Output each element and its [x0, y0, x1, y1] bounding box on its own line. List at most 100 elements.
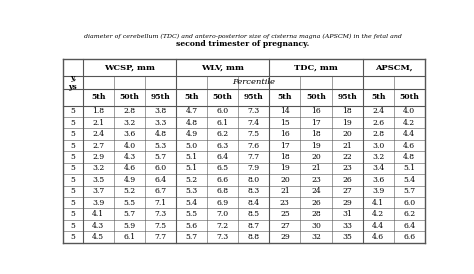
Text: 5: 5 — [71, 222, 75, 230]
Text: 22: 22 — [342, 153, 352, 161]
Text: 4.6: 4.6 — [403, 142, 415, 150]
Text: 5: 5 — [71, 199, 75, 207]
Text: 30: 30 — [311, 222, 321, 230]
Text: 95th: 95th — [244, 93, 264, 101]
Text: 19: 19 — [342, 119, 352, 127]
Text: 8.4: 8.4 — [248, 199, 260, 207]
Text: 5.4: 5.4 — [403, 176, 415, 184]
Text: 50th: 50th — [306, 93, 326, 101]
Text: 7.5: 7.5 — [155, 222, 166, 230]
Text: 4.9: 4.9 — [123, 176, 136, 184]
Text: 19: 19 — [311, 142, 321, 150]
Text: 26: 26 — [342, 176, 352, 184]
Text: 21: 21 — [311, 164, 321, 172]
Text: 8.3: 8.3 — [248, 187, 260, 195]
Text: 95th: 95th — [151, 93, 171, 101]
Text: second trimester of pregnancy.: second trimester of pregnancy. — [176, 40, 310, 48]
Text: 6.7: 6.7 — [155, 187, 166, 195]
Text: 4.1: 4.1 — [92, 210, 104, 218]
Text: 31: 31 — [342, 210, 352, 218]
Text: 3.6: 3.6 — [123, 130, 136, 138]
Text: 2.8: 2.8 — [123, 107, 136, 115]
Text: 3.0: 3.0 — [372, 142, 384, 150]
Text: APSCM,: APSCM, — [375, 64, 412, 72]
Text: 6.5: 6.5 — [217, 164, 229, 172]
Text: 4.3: 4.3 — [123, 153, 136, 161]
Text: 2.7: 2.7 — [92, 142, 104, 150]
Text: 6.2: 6.2 — [217, 130, 229, 138]
Text: 4.2: 4.2 — [403, 119, 415, 127]
Text: 7.3: 7.3 — [217, 233, 229, 241]
Text: 5: 5 — [71, 153, 75, 161]
Text: 6.3: 6.3 — [217, 142, 229, 150]
Text: 5.3: 5.3 — [155, 142, 167, 150]
Text: 7.7: 7.7 — [248, 153, 260, 161]
Text: 4.8: 4.8 — [403, 153, 415, 161]
Text: 4.0: 4.0 — [123, 142, 136, 150]
Text: 5: 5 — [71, 119, 75, 127]
Text: 3.2: 3.2 — [123, 119, 136, 127]
Text: 5: 5 — [71, 164, 75, 172]
Text: 16: 16 — [311, 107, 321, 115]
Text: 5.5: 5.5 — [123, 199, 136, 207]
Text: 50th: 50th — [213, 93, 233, 101]
Text: 5: 5 — [71, 210, 75, 218]
Text: 29: 29 — [280, 233, 290, 241]
Text: 5.7: 5.7 — [123, 210, 136, 218]
Text: 6.4: 6.4 — [403, 222, 415, 230]
Text: 6.1: 6.1 — [123, 233, 136, 241]
Text: 3.2: 3.2 — [92, 164, 104, 172]
Text: 18: 18 — [280, 153, 290, 161]
Text: 17: 17 — [311, 119, 321, 127]
Text: 8.0: 8.0 — [248, 176, 260, 184]
Text: 21: 21 — [342, 142, 352, 150]
Text: 4.6: 4.6 — [372, 233, 384, 241]
Text: 15: 15 — [280, 119, 290, 127]
Text: WLV, mm: WLV, mm — [201, 64, 244, 72]
Text: 3.7: 3.7 — [92, 187, 104, 195]
Text: 14: 14 — [280, 107, 290, 115]
Text: 2.8: 2.8 — [372, 130, 384, 138]
Text: 4.5: 4.5 — [92, 233, 104, 241]
Text: 2.9: 2.9 — [92, 153, 104, 161]
Text: diameter of cerebellum (TDC) and antero-posterior size of cisterna magna (APSCM): diameter of cerebellum (TDC) and antero-… — [84, 34, 402, 39]
Text: 18: 18 — [342, 107, 352, 115]
Text: 6.4: 6.4 — [217, 153, 229, 161]
Text: 5: 5 — [71, 130, 75, 138]
Text: 4.4: 4.4 — [403, 130, 415, 138]
Text: 5.5: 5.5 — [185, 210, 198, 218]
Text: 8.5: 8.5 — [248, 210, 260, 218]
Text: 23: 23 — [342, 164, 352, 172]
Text: 4.7: 4.7 — [185, 107, 198, 115]
Text: 7.1: 7.1 — [155, 199, 166, 207]
Text: 7.3: 7.3 — [155, 210, 167, 218]
Text: Percentile: Percentile — [232, 78, 275, 86]
Text: y,
ys: y, ys — [69, 74, 77, 91]
Text: 35: 35 — [342, 233, 352, 241]
Text: 21: 21 — [280, 187, 290, 195]
Text: 18: 18 — [311, 130, 321, 138]
Text: 95th: 95th — [337, 93, 357, 101]
Text: 2.4: 2.4 — [92, 130, 104, 138]
Text: 6.8: 6.8 — [217, 187, 229, 195]
Text: 3.9: 3.9 — [92, 199, 104, 207]
Text: 7.0: 7.0 — [217, 210, 229, 218]
Text: 5th: 5th — [371, 93, 385, 101]
Text: 32: 32 — [311, 233, 321, 241]
Text: 20: 20 — [342, 130, 352, 138]
Text: 4.3: 4.3 — [92, 222, 104, 230]
Text: 50th: 50th — [119, 93, 139, 101]
Text: 2.1: 2.1 — [92, 119, 104, 127]
Text: 4.0: 4.0 — [403, 107, 415, 115]
Text: 3.8: 3.8 — [155, 107, 167, 115]
Text: 4.1: 4.1 — [372, 199, 384, 207]
Text: 5.1: 5.1 — [185, 153, 198, 161]
Text: 5: 5 — [71, 142, 75, 150]
Text: 3.6: 3.6 — [372, 176, 384, 184]
Text: 26: 26 — [311, 199, 321, 207]
Text: 4.2: 4.2 — [372, 210, 384, 218]
Text: 7.5: 7.5 — [248, 130, 260, 138]
Text: 8.7: 8.7 — [248, 222, 260, 230]
Text: 5.7: 5.7 — [155, 153, 166, 161]
Text: 17: 17 — [280, 142, 290, 150]
